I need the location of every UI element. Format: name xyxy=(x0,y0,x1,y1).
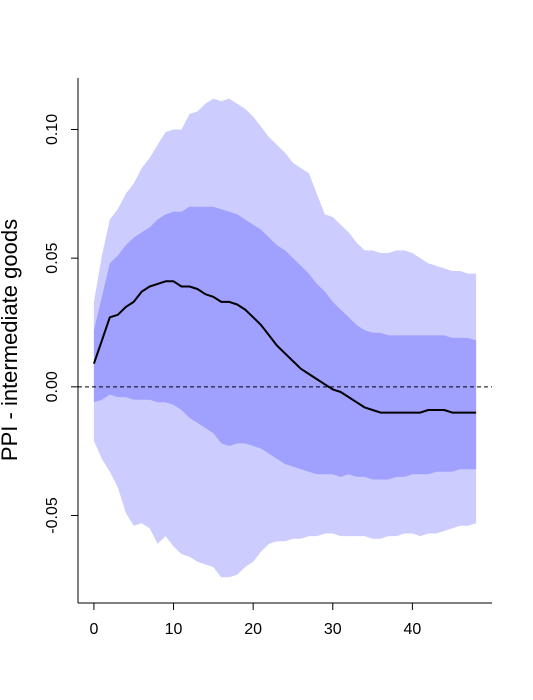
x-tick-label: 30 xyxy=(324,621,342,638)
x-tick-label: 0 xyxy=(89,621,98,638)
median-line xyxy=(92,280,477,414)
axes-group: 0 10 20 30 40 -0.05 0.00 0.05 0.10 xyxy=(44,78,492,638)
x-tick-label: 40 xyxy=(403,621,421,638)
y-tick-label: 0.00 xyxy=(44,371,61,402)
y-tick-label: 0.10 xyxy=(44,114,61,145)
y-tick-label: 0.05 xyxy=(44,242,61,273)
bands-group xyxy=(93,98,477,578)
x-tick-label: 10 xyxy=(165,621,183,638)
x-tick-label: 20 xyxy=(244,621,262,638)
y-tick-label: -0.05 xyxy=(44,497,61,534)
lines-group xyxy=(78,280,492,414)
inner-band xyxy=(93,206,477,480)
y-axis-label: PPI - intermediate goods xyxy=(0,219,22,461)
